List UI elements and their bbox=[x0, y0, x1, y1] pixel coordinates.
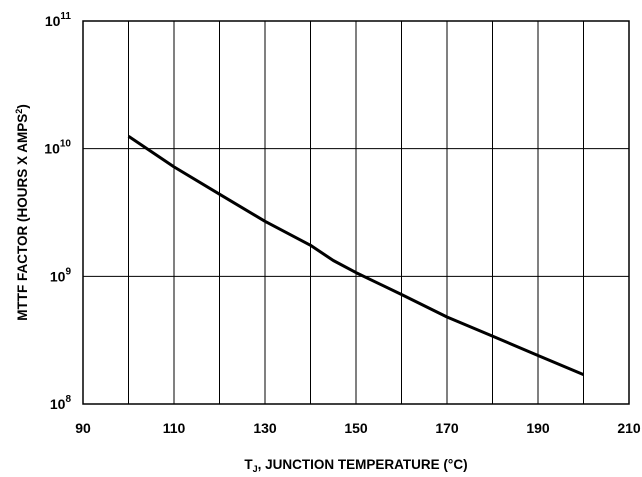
x-tick-label: 190 bbox=[526, 420, 550, 436]
plot-frame bbox=[82, 20, 630, 405]
y-axis-title: MTTF FACTOR (HOURS X AMPS2) bbox=[14, 104, 30, 321]
y-tick-exponent: 11 bbox=[60, 11, 71, 22]
x-axis-title-rest: , JUNCTION TEMPERATURE (°C) bbox=[258, 457, 468, 472]
y-axis-title-main: MTTF FACTOR (HOURS X AMPS bbox=[15, 114, 30, 321]
y-tick-exponent: 8 bbox=[65, 394, 71, 405]
y-tick-base: 10 bbox=[44, 141, 60, 157]
y-tick-base: 10 bbox=[50, 268, 66, 284]
y-tick-label: 108 bbox=[50, 394, 72, 412]
x-axis-title-subscript: J bbox=[253, 464, 258, 474]
y-tick-label: 1011 bbox=[45, 11, 72, 29]
y-axis-title-superscript: 2 bbox=[14, 109, 24, 114]
x-tick-label: 130 bbox=[253, 420, 277, 436]
series-layer bbox=[127, 135, 585, 376]
x-tick-label: 90 bbox=[75, 420, 91, 436]
x-tick-label: 210 bbox=[617, 420, 641, 436]
y-tick-exponent: 10 bbox=[60, 139, 72, 150]
x-tick-label: 110 bbox=[163, 420, 186, 436]
x-axis-title: TJ, JUNCTION TEMPERATURE (°C) bbox=[244, 457, 467, 474]
grid bbox=[83, 20, 629, 405]
y-tick-label: 109 bbox=[50, 266, 72, 284]
y-tick-base: 10 bbox=[45, 13, 61, 29]
x-tick-labels: 90 110 130 150 170 190 210 bbox=[75, 420, 641, 436]
series-line bbox=[127, 135, 585, 376]
x-axis-title-main: T bbox=[244, 457, 253, 472]
y-tick-label: 1010 bbox=[44, 139, 71, 157]
x-tick-label: 150 bbox=[344, 420, 368, 436]
y-tick-base: 10 bbox=[50, 396, 66, 412]
y-axis-title-end: ) bbox=[15, 104, 30, 109]
x-tick-label: 170 bbox=[435, 420, 459, 436]
y-tick-exponent: 9 bbox=[65, 266, 71, 277]
